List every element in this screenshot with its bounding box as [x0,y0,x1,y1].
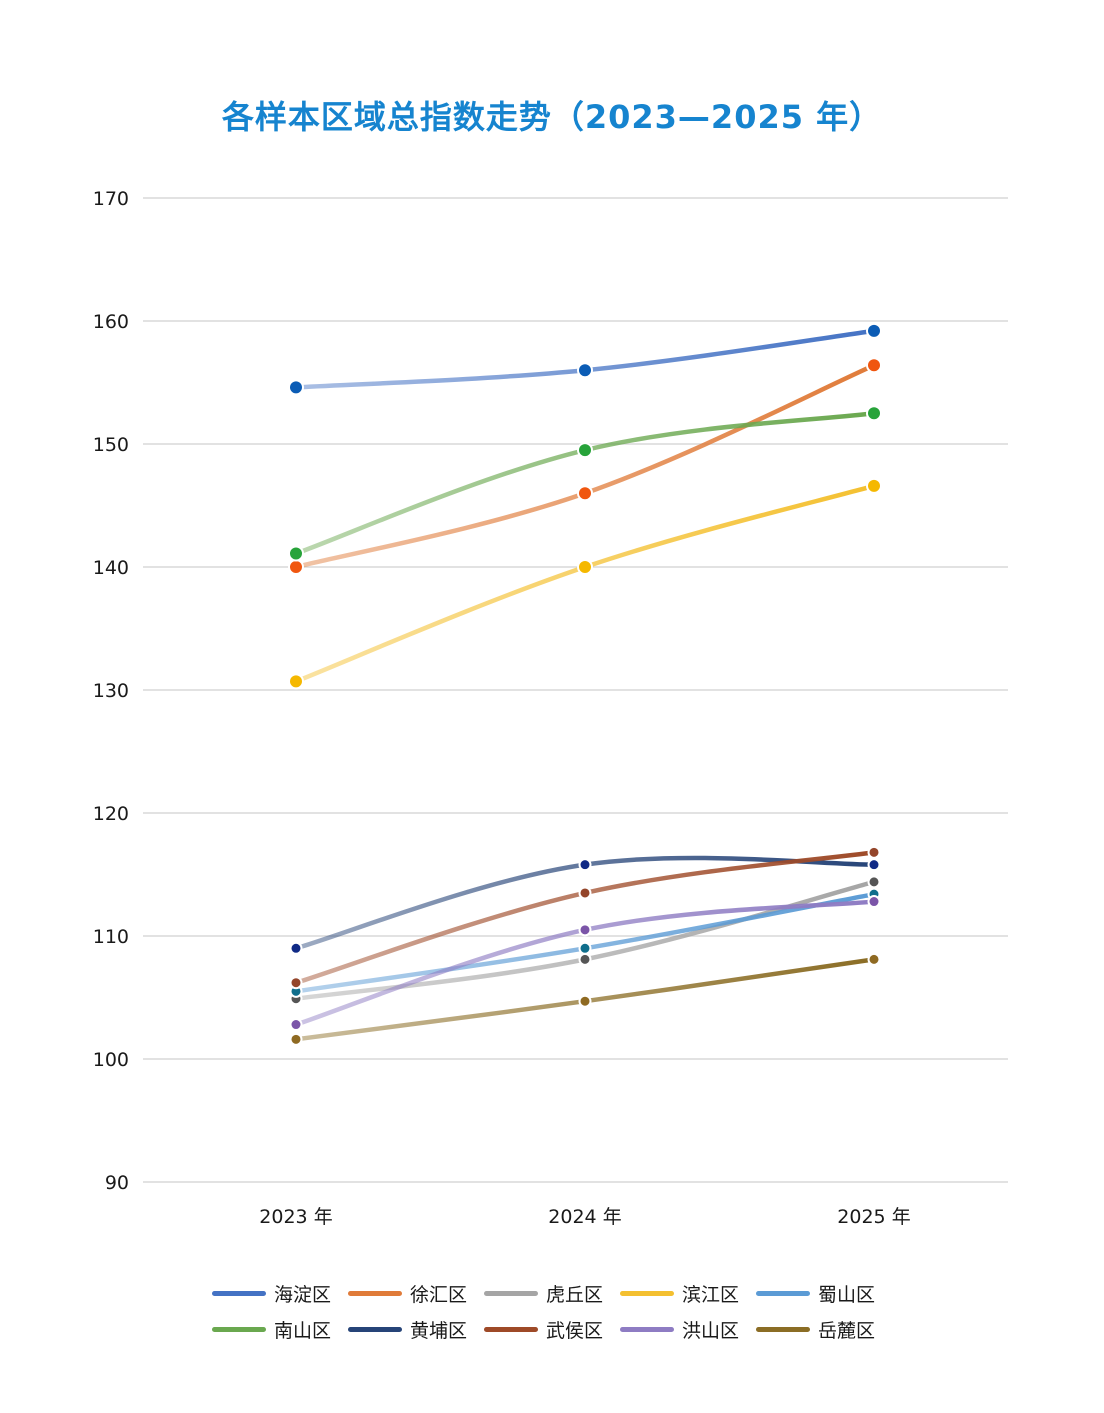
gridlines [143,197,1008,1183]
series-line [293,411,877,556]
legend-item: 黄埔区 [348,1316,484,1343]
x-tick-label: 2023 年 [259,1206,332,1228]
data-point [577,362,593,379]
legend-label: 武侯区 [546,1319,604,1342]
data-point [867,858,881,872]
legend-label: 洪山区 [682,1319,740,1342]
series-line [293,328,877,390]
y-tick-label: 160 [93,311,129,333]
legend-swatch [620,1326,674,1332]
data-point [288,545,304,562]
data-point [578,858,592,872]
data-point [289,941,303,955]
legend-item: 海淀区 [212,1280,348,1307]
legend-swatch [756,1326,810,1332]
data-point [867,845,881,859]
series-points [288,322,882,1046]
y-tick-label: 150 [93,434,129,456]
data-point [288,673,304,690]
data-point [866,322,882,339]
y-tick-label: 90 [105,1172,129,1194]
series-line [293,483,877,684]
data-point [866,357,882,374]
y-tick-label: 120 [93,803,129,825]
legend-swatch [756,1290,810,1296]
data-point [578,923,592,937]
legend-label: 海淀区 [274,1283,332,1306]
legend-item: 洪山区 [620,1316,756,1343]
legend-item: 徐汇区 [348,1280,484,1307]
legend-item: 蜀山区 [756,1280,892,1307]
legend-swatch [348,1326,402,1332]
y-tick-label: 130 [93,680,129,702]
data-point [578,941,592,955]
legend-item: 岳麓区 [756,1316,892,1343]
legend-label: 虎丘区 [546,1283,604,1306]
legend-swatch [620,1290,674,1296]
legend-label: 徐汇区 [410,1283,468,1306]
legend-swatch [212,1290,266,1296]
y-tick-label: 110 [93,926,129,948]
x-tick-label: 2025 年 [837,1206,910,1228]
data-point [577,485,593,502]
data-point [289,1018,303,1032]
legend-row: 海淀区 徐汇区 虎丘区 滨江区 蜀山区 [0,1275,1104,1311]
y-tick-label: 140 [93,557,129,579]
data-point [578,952,592,966]
legend: 海淀区 徐汇区 虎丘区 滨江区 蜀山区南山区 黄埔区 武侯区 洪山区 岳麓区 [0,1275,1104,1347]
legend-swatch [212,1326,266,1332]
legend-label: 南山区 [274,1319,332,1342]
legend-item: 虎丘区 [484,1280,620,1307]
data-point [867,875,881,889]
data-point [578,886,592,900]
legend-label: 滨江区 [682,1283,740,1306]
series-line [293,363,877,570]
data-point [289,1032,303,1046]
legend-swatch [484,1290,538,1296]
legend-swatch [484,1326,538,1332]
legend-item: 武侯区 [484,1316,620,1343]
y-tick-label: 100 [93,1049,129,1071]
legend-label: 黄埔区 [410,1319,468,1342]
legend-item: 南山区 [212,1316,348,1343]
legend-label: 岳麓区 [818,1319,876,1342]
data-point [577,559,593,575]
data-point [867,895,881,909]
chart-title: 各样本区域总指数走势（2023—2025 年） [221,98,883,136]
legend-row: 南山区 黄埔区 武侯区 洪山区 岳麓区 [0,1311,1104,1347]
y-tick-label: 170 [93,188,129,210]
data-point [578,994,592,1008]
data-point [866,477,882,494]
data-point [867,952,881,966]
legend-item: 滨江区 [620,1280,756,1307]
data-point [288,379,304,396]
data-point [288,559,304,575]
x-axis-ticks: 2023 年 2024 年 2025 年 [259,1206,910,1228]
y-axis-ticks: 90 100 110 120 130 140 150 160 170 [93,188,129,1194]
legend-label: 蜀山区 [818,1283,876,1306]
legend-swatch [348,1290,402,1296]
x-tick-label: 2024 年 [548,1206,621,1228]
data-point [866,405,882,422]
data-point [289,976,303,990]
data-point [577,442,593,459]
